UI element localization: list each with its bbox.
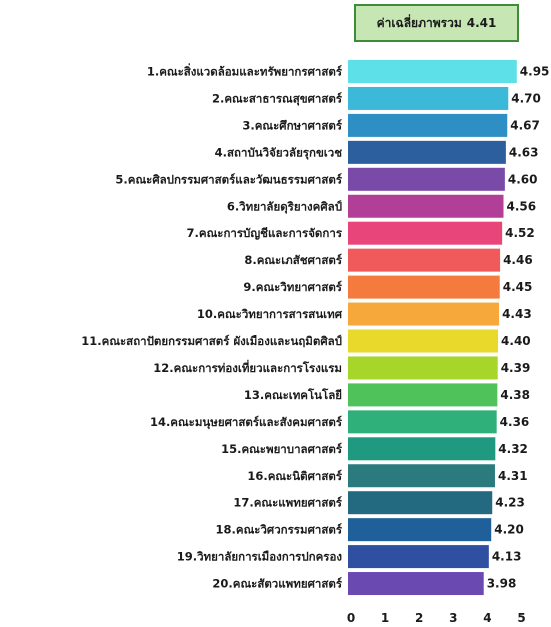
value-label-18: 4.20 — [494, 523, 524, 537]
bar-1 — [348, 60, 517, 83]
value-label-10: 4.43 — [502, 307, 532, 321]
value-label-5: 4.60 — [508, 172, 538, 186]
value-label-6: 4.56 — [506, 199, 536, 213]
bar-15 — [348, 437, 496, 461]
bar-9 — [348, 275, 500, 299]
value-label-16: 4.31 — [498, 469, 528, 483]
category-label-4: 4.สถาบันวิจัยวลัยรุกขเวช — [215, 145, 343, 160]
bar-10 — [348, 302, 500, 326]
value-label-8: 4.46 — [503, 253, 533, 267]
value-label-14: 4.36 — [500, 415, 530, 429]
bar-20 — [348, 572, 484, 596]
category-label-1: 1.คณะสิ่งแวดล้อมและทรัพยากรศาสตร์ — [147, 63, 343, 79]
bar-5 — [348, 167, 505, 191]
overall-average-value: 4.41 — [466, 16, 497, 30]
category-label-10: 10.คณะวิทยาการสารสนเทศ — [197, 307, 343, 321]
value-label-1: 4.95 — [520, 65, 550, 79]
bar-7 — [348, 221, 503, 245]
value-label-2: 4.70 — [511, 91, 541, 105]
bar-18 — [348, 518, 492, 542]
value-label-12: 4.39 — [501, 361, 531, 375]
value-label-11: 4.40 — [501, 334, 531, 348]
value-label-3: 4.67 — [510, 118, 540, 132]
category-label-9: 9.คณะวิทยาศาสตร์ — [243, 280, 342, 294]
overall-average-box: ค่าเฉลี่ยภาพรวม 4.41 — [354, 4, 519, 42]
value-label-13: 4.38 — [500, 388, 530, 402]
bar-12 — [348, 356, 498, 380]
category-label-5: 5.คณะศิลปกรรมศาสตร์และวัฒนธรรมศาสตร์ — [115, 172, 342, 186]
x-tick-label-5: 5 — [517, 611, 525, 625]
category-label-19: 19.วิทยาลัยการเมืองการปกครอง — [177, 550, 343, 564]
bar-19 — [348, 545, 489, 569]
bar-11 — [348, 329, 499, 353]
x-tick-label-0: 0 — [347, 611, 355, 625]
x-tick-label-2: 2 — [415, 611, 423, 625]
category-label-14: 14.คณะมนุษยศาสตร์และสังคมศาสตร์ — [150, 415, 343, 430]
x-tick-label-3: 3 — [449, 611, 457, 625]
category-label-6: 6.วิทยาลัยดุริยางคศิลป์ — [227, 199, 342, 214]
bar-14 — [348, 410, 497, 434]
value-label-4: 4.63 — [509, 145, 539, 159]
value-label-9: 4.45 — [503, 280, 533, 294]
value-label-7: 4.52 — [505, 226, 535, 240]
category-label-15: 15.คณะพยาบาลศาสตร์ — [221, 442, 343, 456]
category-label-20: 20.คณะสัตวแพทยศาสตร์ — [212, 577, 342, 591]
bar-8 — [348, 248, 501, 272]
category-label-16: 16.คณะนิติศาสตร์ — [247, 469, 342, 483]
category-label-12: 12.คณะการท่องเที่ยวและการโรงแรม — [153, 359, 342, 375]
x-tick-label-1: 1 — [381, 611, 389, 625]
bar-16 — [348, 464, 495, 488]
value-label-15: 4.32 — [498, 442, 528, 456]
bar-13 — [348, 383, 498, 407]
bar-6 — [348, 194, 504, 218]
bar-2 — [348, 86, 509, 110]
bar-3 — [348, 113, 508, 137]
value-label-20: 3.98 — [487, 577, 517, 591]
value-label-19: 4.13 — [492, 550, 522, 564]
overall-average-label: ค่าเฉลี่ยภาพรวม — [376, 15, 462, 30]
category-label-2: 2.คณะสาธารณสุขศาสตร์ — [212, 91, 343, 106]
category-label-8: 8.คณะเภสัชศาสตร์ — [244, 253, 342, 267]
value-label-17: 4.23 — [495, 496, 525, 510]
category-label-7: 7.คณะการบัญชีและการจัดการ — [187, 226, 343, 240]
category-label-13: 13.คณะเทคโนโลยี — [244, 387, 342, 402]
bar-17 — [348, 491, 493, 515]
category-label-11: 11.คณะสถาปัตยกรรมศาสตร์ ผังเมืองและนฤมิต… — [81, 334, 342, 348]
category-label-17: 17.คณะแพทยศาสตร์ — [233, 496, 342, 510]
x-tick-label-4: 4 — [483, 611, 491, 625]
category-label-18: 18.คณะวิศวกรรมศาสตร์ — [216, 523, 343, 537]
category-label-3: 3.คณะศึกษาศาสตร์ — [242, 118, 342, 132]
bar-4 — [348, 140, 506, 164]
